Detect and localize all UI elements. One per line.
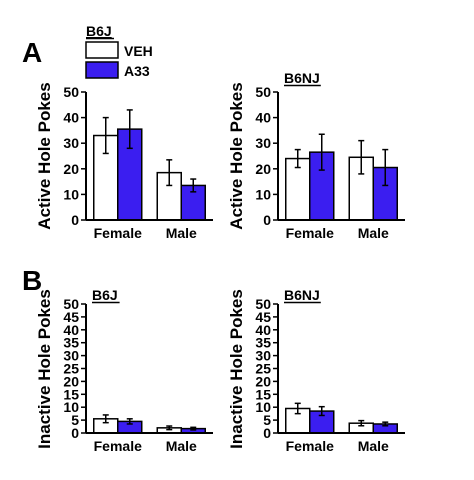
y-tick-label: 35 xyxy=(63,335,79,351)
y-tick-label: 5 xyxy=(263,412,271,428)
y-tick-label: 50 xyxy=(63,84,79,100)
y-tick-label: 30 xyxy=(255,348,271,364)
y-tick-label: 50 xyxy=(255,84,271,100)
y-tick-label: 40 xyxy=(63,322,79,338)
chart-title: B6NJ xyxy=(284,70,320,86)
y-axis-label: Active Hole Pokes xyxy=(227,82,246,229)
chart-1: 0 10 20 30 40 50 Female Male Active Hole Pokes B6… xyxy=(227,70,405,241)
y-tick-label: 10 xyxy=(63,186,79,202)
y-tick-label: 0 xyxy=(71,425,79,441)
legend-group-label: B6J xyxy=(86,23,112,39)
y-tick-label: 45 xyxy=(255,309,271,325)
y-tick-label: 30 xyxy=(63,135,79,151)
y-tick-label: 45 xyxy=(63,309,79,325)
y-tick-label: 35 xyxy=(255,335,271,351)
x-tick-label-female: Female xyxy=(94,438,142,454)
y-tick-label: 50 xyxy=(63,296,79,312)
y-tick-label: 30 xyxy=(63,348,79,364)
y-tick-label: 0 xyxy=(71,212,79,228)
legend-label-veh: VEH xyxy=(124,43,153,59)
y-tick-label: 10 xyxy=(255,399,271,415)
y-tick-label: 20 xyxy=(63,373,79,389)
legend: B6J VEH A33 xyxy=(85,23,153,79)
x-tick-label-male: Male xyxy=(358,225,389,241)
x-tick-label-male: Male xyxy=(166,438,197,454)
y-tick-label: 20 xyxy=(255,373,271,389)
y-tick-label: 40 xyxy=(255,322,271,338)
y-tick-label: 50 xyxy=(255,296,271,312)
legend-swatch-a33 xyxy=(85,61,119,79)
x-tick-label-female: Female xyxy=(94,225,142,241)
x-tick-label-female: Female xyxy=(286,438,334,454)
y-tick-label: 20 xyxy=(255,161,271,177)
chart-title: B6NJ xyxy=(284,287,320,303)
y-tick-label: 15 xyxy=(63,386,79,402)
x-tick-label-female: Female xyxy=(286,225,334,241)
chart-0: 0 10 20 30 40 50 Female Male Active Hole Pokes xyxy=(35,82,213,241)
y-axis-label: Inactive Hole Pokes xyxy=(227,289,246,449)
y-tick-label: 40 xyxy=(63,110,79,126)
legend-swatch-veh xyxy=(85,41,119,59)
y-tick-label: 0 xyxy=(263,212,271,228)
y-tick-label: 25 xyxy=(255,361,271,377)
panel-label-b: B xyxy=(22,265,42,296)
y-tick-label: 30 xyxy=(255,135,271,151)
panel-label-a: A xyxy=(22,37,42,68)
y-axis-label: Inactive Hole Pokes xyxy=(35,289,54,449)
y-tick-label: 10 xyxy=(63,399,79,415)
y-axis-label: Active Hole Pokes xyxy=(35,82,54,229)
y-tick-label: 25 xyxy=(63,361,79,377)
chart-title: B6J xyxy=(92,287,118,303)
legend-label-a33: A33 xyxy=(124,63,150,79)
x-tick-label-male: Male xyxy=(358,438,389,454)
y-tick-label: 5 xyxy=(71,412,79,428)
y-tick-label: 40 xyxy=(255,110,271,126)
y-tick-label: 0 xyxy=(263,425,271,441)
y-tick-label: 15 xyxy=(255,386,271,402)
x-tick-label-male: Male xyxy=(166,225,197,241)
y-tick-label: 20 xyxy=(63,161,79,177)
y-tick-label: 10 xyxy=(255,186,271,202)
